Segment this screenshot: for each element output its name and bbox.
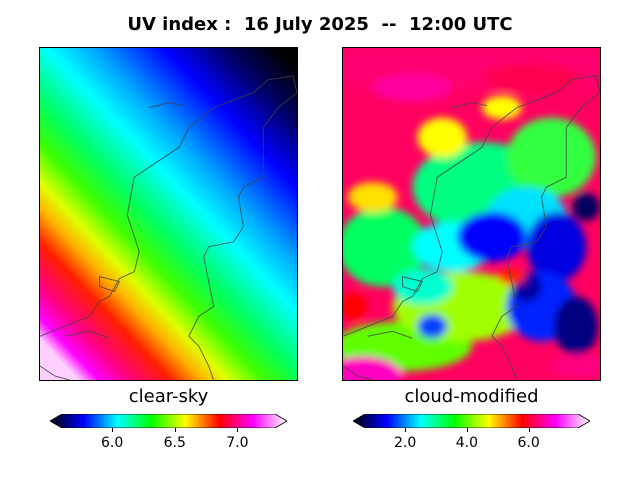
cloud-modified-colorbar <box>353 414 590 428</box>
coastline-outline-right <box>343 75 600 380</box>
cloud-modified-map <box>342 47 601 381</box>
colorbar-body <box>50 414 287 428</box>
colorbar-tick-label: 4.0 <box>455 435 478 451</box>
colorbar-tick-label: 6.5 <box>163 435 186 451</box>
colorbar-tick-mark <box>174 428 176 432</box>
colorbar-tick-mark <box>237 428 239 432</box>
colorbar-tick-mark <box>405 428 407 432</box>
clear-sky-heatmap <box>40 48 297 380</box>
coastline-outline-left <box>40 75 297 380</box>
colorbar-body <box>353 414 590 428</box>
colorbar-tick-mark <box>528 428 530 432</box>
colorbar-tick-label: 2.0 <box>393 435 417 451</box>
colorbar-svg <box>50 414 287 428</box>
cloud-modified-label: cloud-modified <box>404 386 539 407</box>
colorbar-tick-mark <box>466 428 468 432</box>
figure-title: UV index : 16 July 2025 -- 12:00 UTC <box>127 14 513 35</box>
colorbar-tick-mark <box>112 428 114 432</box>
clear-sky-label: clear-sky <box>128 386 209 407</box>
clear-sky-map <box>39 47 298 381</box>
colorbar-svg <box>353 414 590 428</box>
colorbar-tick-label: 7.0 <box>226 435 249 451</box>
colorbar-tick-label: 6.0 <box>517 435 540 451</box>
cloud-modified-heatmap <box>343 48 600 380</box>
colorbar-tick-label: 6.0 <box>100 435 124 451</box>
clear-sky-colorbar <box>50 414 287 428</box>
